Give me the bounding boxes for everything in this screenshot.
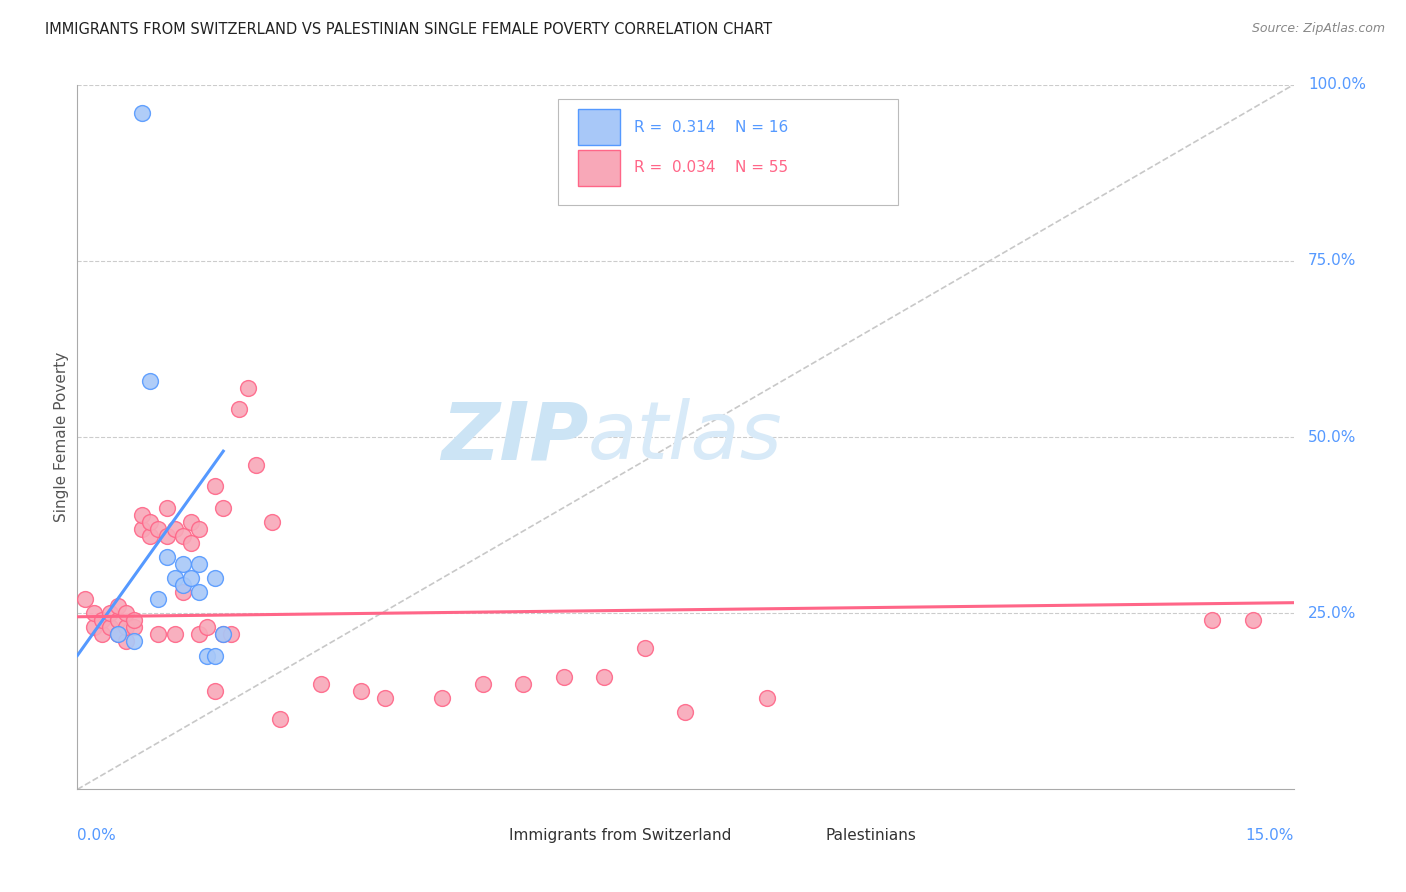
Point xyxy=(90,613,112,627)
Point xyxy=(634,641,657,656)
Point xyxy=(115,634,138,648)
Point xyxy=(204,479,226,493)
Point xyxy=(115,607,138,621)
Text: R =  0.314    N = 16: R = 0.314 N = 16 xyxy=(634,120,789,135)
Point xyxy=(1201,613,1223,627)
Point xyxy=(553,670,575,684)
Text: atlas: atlas xyxy=(588,398,783,476)
Text: 75.0%: 75.0% xyxy=(1308,253,1357,268)
FancyBboxPatch shape xyxy=(558,99,898,204)
Point xyxy=(107,627,129,641)
Point xyxy=(269,712,291,726)
Point xyxy=(195,620,218,634)
Point xyxy=(675,705,697,719)
Point xyxy=(228,401,250,416)
Point xyxy=(430,690,453,705)
Point xyxy=(212,627,235,641)
Point xyxy=(139,515,162,529)
Point xyxy=(131,522,153,536)
Text: IMMIGRANTS FROM SWITZERLAND VS PALESTINIAN SINGLE FEMALE POVERTY CORRELATION CHA: IMMIGRANTS FROM SWITZERLAND VS PALESTINI… xyxy=(45,22,772,37)
Text: Source: ZipAtlas.com: Source: ZipAtlas.com xyxy=(1251,22,1385,36)
Text: Immigrants from Switzerland: Immigrants from Switzerland xyxy=(509,829,731,844)
Point xyxy=(309,676,332,690)
Point xyxy=(180,535,202,549)
Point xyxy=(122,634,145,648)
Point xyxy=(221,627,243,641)
Text: 15.0%: 15.0% xyxy=(1246,828,1294,843)
Point xyxy=(155,549,177,564)
Y-axis label: Single Female Poverty: Single Female Poverty xyxy=(53,352,69,522)
Point xyxy=(155,500,177,515)
Point xyxy=(122,620,145,634)
Point xyxy=(374,690,396,705)
Point xyxy=(83,620,105,634)
FancyBboxPatch shape xyxy=(470,824,502,847)
Point xyxy=(1241,613,1264,627)
Point xyxy=(593,670,616,684)
Point xyxy=(172,529,194,543)
Point xyxy=(755,690,778,705)
Point xyxy=(98,620,121,634)
Text: 50.0%: 50.0% xyxy=(1308,430,1357,444)
Point xyxy=(75,592,97,607)
Point xyxy=(180,571,202,585)
Point xyxy=(212,500,235,515)
Point xyxy=(172,557,194,571)
Point xyxy=(148,522,170,536)
Point xyxy=(83,607,105,621)
Point xyxy=(471,676,494,690)
Point xyxy=(139,374,162,388)
Text: Palestinians: Palestinians xyxy=(825,829,917,844)
Point xyxy=(260,515,283,529)
Text: R =  0.034    N = 55: R = 0.034 N = 55 xyxy=(634,160,789,175)
Point xyxy=(350,683,373,698)
Point xyxy=(204,683,226,698)
Point xyxy=(163,522,186,536)
Point xyxy=(115,620,138,634)
Point xyxy=(148,592,170,607)
Point xyxy=(148,627,170,641)
Point xyxy=(204,571,226,585)
Text: ZIP: ZIP xyxy=(440,398,588,476)
Point xyxy=(188,522,211,536)
Point xyxy=(512,676,534,690)
Point xyxy=(172,585,194,599)
Text: 25.0%: 25.0% xyxy=(1308,606,1357,621)
Point xyxy=(180,515,202,529)
Point xyxy=(122,613,145,627)
Point xyxy=(195,648,218,663)
Point xyxy=(172,578,194,592)
FancyBboxPatch shape xyxy=(578,110,620,145)
Point xyxy=(163,627,186,641)
Point xyxy=(245,458,267,473)
Point xyxy=(163,571,186,585)
Text: 0.0%: 0.0% xyxy=(77,828,117,843)
FancyBboxPatch shape xyxy=(578,150,620,186)
Point xyxy=(107,613,129,627)
Point xyxy=(188,557,211,571)
FancyBboxPatch shape xyxy=(786,824,818,847)
Point xyxy=(204,648,226,663)
Point xyxy=(131,508,153,522)
Text: 100.0%: 100.0% xyxy=(1308,78,1367,92)
Point xyxy=(98,607,121,621)
Point xyxy=(90,627,112,641)
Point xyxy=(139,529,162,543)
Point xyxy=(212,627,235,641)
Point xyxy=(155,529,177,543)
Point xyxy=(188,627,211,641)
Point xyxy=(107,599,129,614)
Point xyxy=(131,106,153,120)
Point xyxy=(236,381,259,395)
Point xyxy=(107,627,129,641)
Point xyxy=(188,585,211,599)
